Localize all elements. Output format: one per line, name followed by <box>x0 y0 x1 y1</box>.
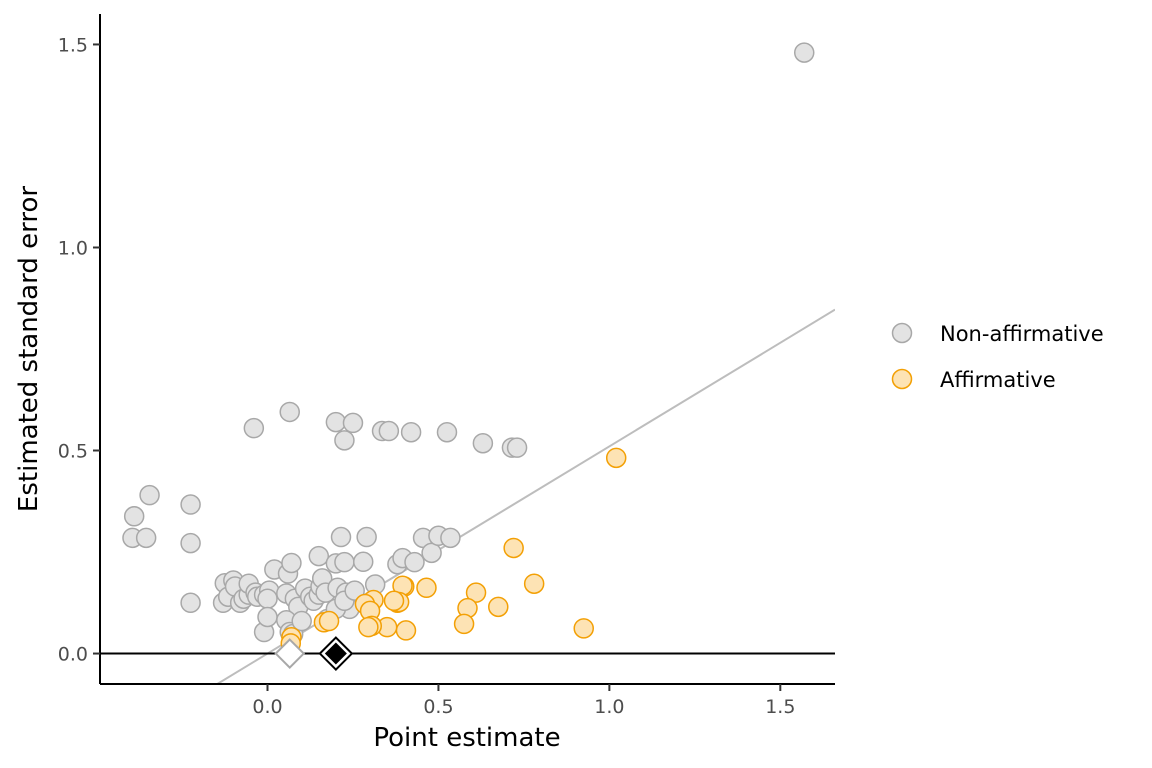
point-non-affirmative <box>344 580 365 601</box>
point-non-affirmative <box>506 437 528 458</box>
point-non-affirmative <box>291 610 312 632</box>
point-non-affirmative <box>308 545 330 567</box>
legend-key-affirmative <box>891 368 913 390</box>
point-non-affirmative <box>279 401 300 423</box>
legend: Non-affirmative Affirmative <box>891 322 1104 392</box>
point-non-affirmative <box>281 552 302 574</box>
point-non-affirmative <box>378 420 400 442</box>
point-non-affirmative <box>352 551 374 573</box>
point-non-affirmative <box>330 526 352 548</box>
y-tick-label: 1.0 <box>58 237 88 259</box>
point-affirmative <box>503 537 524 559</box>
legend-key-non-affirmative <box>891 322 913 344</box>
point-non-affirmative <box>123 506 145 527</box>
point-affirmative <box>488 596 509 618</box>
point-affirmative <box>383 590 405 612</box>
x-tick-label: 0.0 <box>252 696 282 718</box>
point-non-affirmative <box>793 42 815 63</box>
point-non-affirmative <box>180 532 201 554</box>
significance-reference-line <box>215 308 835 684</box>
legend-label-non-affirmative: Non-affirmative <box>940 322 1104 346</box>
point-non-affirmative <box>325 411 347 433</box>
point-non-affirmative <box>139 484 160 506</box>
point-affirmative <box>573 618 594 639</box>
x-tick-label: 1.0 <box>594 696 624 718</box>
point-affirmative <box>465 582 487 603</box>
point-affirmative <box>416 577 437 599</box>
legend-label-affirmative: Affirmative <box>940 368 1056 392</box>
point-affirmative <box>318 610 340 632</box>
affirmative-estimate-diamond <box>324 642 347 665</box>
point-affirmative <box>453 613 475 635</box>
x-axis-title: Point estimate <box>373 723 560 753</box>
non-affirmative-estimate-diamond <box>274 638 306 669</box>
point-non-affirmative <box>472 432 494 454</box>
point-non-affirmative <box>400 421 422 443</box>
point-affirmative <box>395 620 417 641</box>
point-non-affirmative <box>440 527 461 549</box>
point-affirmative <box>523 573 545 594</box>
point-non-affirmative <box>257 606 278 628</box>
x-tick-label: 1.5 <box>765 696 795 718</box>
point-non-affirmative <box>257 588 278 609</box>
point-non-affirmative <box>243 417 265 439</box>
y-tick-label: 0.5 <box>58 441 88 463</box>
point-affirmative <box>605 447 627 469</box>
point-non-affirmative <box>342 412 364 434</box>
x-tick-label: 0.5 <box>423 696 453 718</box>
point-affirmative <box>358 616 379 638</box>
y-axis-title: Estimated standard error <box>14 186 44 512</box>
point-non-affirmative <box>334 551 355 573</box>
point-non-affirmative <box>421 542 442 564</box>
point-non-affirmative <box>180 592 201 614</box>
point-non-affirmative <box>356 526 377 548</box>
point-non-affirmative <box>180 494 201 515</box>
point-non-affirmative <box>404 551 425 573</box>
y-tick-label: 0.0 <box>58 644 88 666</box>
point-non-affirmative <box>334 430 355 451</box>
point-non-affirmative <box>135 527 157 549</box>
y-tick-label: 1.5 <box>58 34 88 56</box>
point-non-affirmative <box>436 421 458 443</box>
